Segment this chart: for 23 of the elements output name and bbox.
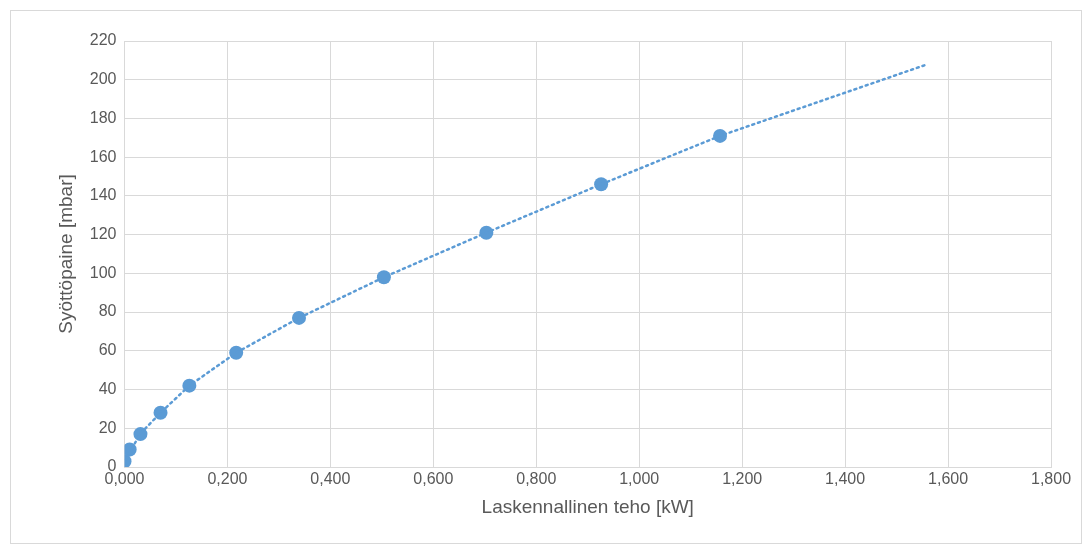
x-tick-label: 1,600 xyxy=(928,470,969,488)
x-tick-label: 1,200 xyxy=(722,470,763,488)
y-tick-label: 160 xyxy=(89,147,117,165)
y-tick-label: 100 xyxy=(89,263,117,281)
y-axis-title: Syöttöpaine [mbar] xyxy=(54,174,76,334)
y-tick-label: 220 xyxy=(89,31,117,49)
x-tick-label: 0,200 xyxy=(207,470,248,488)
y-tick-label: 200 xyxy=(89,70,117,88)
x-tick-label: 0,000 xyxy=(104,470,145,488)
y-tick-label: 20 xyxy=(98,418,117,436)
y-tick-label: 40 xyxy=(98,379,117,397)
y-tick-label: 80 xyxy=(98,302,117,320)
y-tick-label: 60 xyxy=(98,341,117,359)
y-tick-label: 140 xyxy=(89,186,117,204)
x-tick-label: 0,800 xyxy=(516,470,557,488)
y-tick-label: 120 xyxy=(89,225,117,243)
y-tick-label: 180 xyxy=(89,108,117,126)
x-tick-label: 1,000 xyxy=(619,470,660,488)
x-tick-label: 0,400 xyxy=(310,470,351,488)
x-tick-label: 1,400 xyxy=(825,470,866,488)
x-axis-title: Laskennallinen teho [kW] xyxy=(481,495,694,517)
x-tick-label: 1,800 xyxy=(1030,470,1072,488)
x-tick-label: 0,600 xyxy=(413,470,454,488)
